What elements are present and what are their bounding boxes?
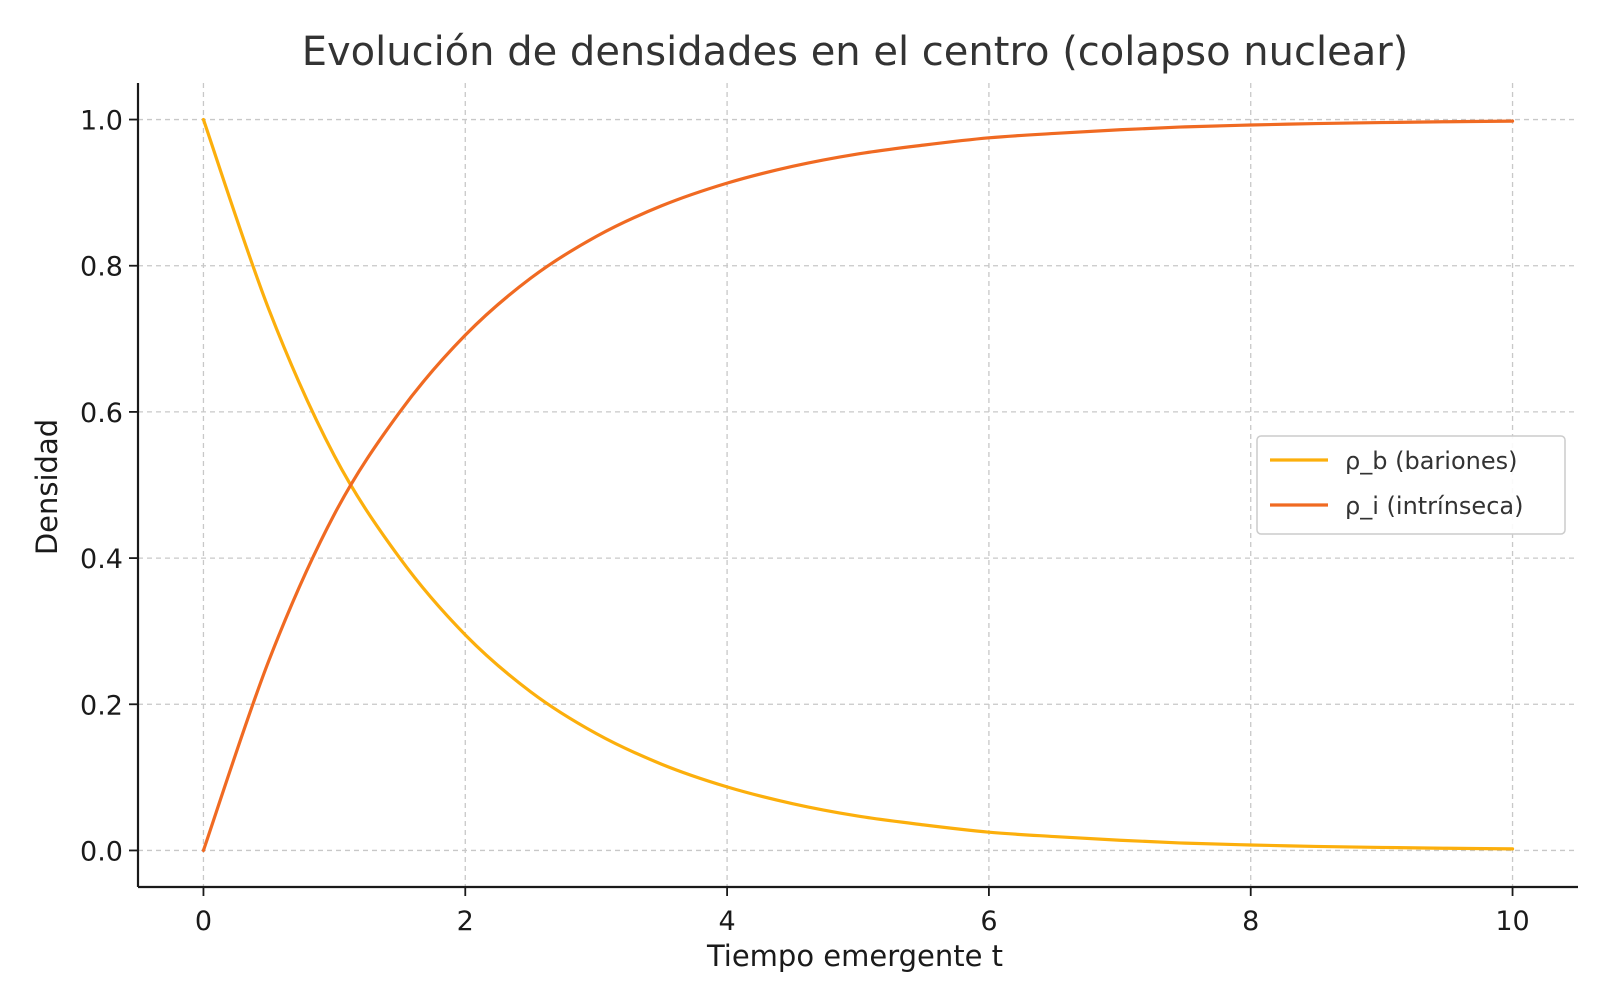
y-tick-label: 0.6 bbox=[80, 398, 123, 429]
x-tick-label: 0 bbox=[195, 906, 212, 937]
grid bbox=[138, 83, 1578, 887]
x-tick-label: 4 bbox=[718, 906, 735, 937]
y-tick-label: 0.0 bbox=[80, 836, 123, 867]
x-tick-label: 6 bbox=[980, 906, 997, 937]
legend-box bbox=[1256, 435, 1566, 535]
ticks: 0 2 4 6 8 10 0.0 0.2 0.4 0.6 0.8 1.0 bbox=[80, 106, 1530, 937]
x-axis-label: Tiempo emergente t bbox=[706, 939, 1003, 973]
legend-label-intrinseca: ρ_i (intrínseca) bbox=[1345, 492, 1523, 520]
axes bbox=[136, 83, 1578, 889]
x-tick-label: 10 bbox=[1495, 906, 1529, 937]
y-tick-label: 1.0 bbox=[80, 106, 123, 137]
y-tick-label: 0.4 bbox=[80, 544, 123, 575]
legend: ρ_b (bariones) ρ_i (intrínseca) bbox=[1256, 435, 1566, 535]
x-tick-label: 2 bbox=[457, 906, 474, 937]
x-tick-label: 8 bbox=[1242, 906, 1259, 937]
series-line-intrinseca bbox=[201, 119, 1515, 853]
legend-label-bariones: ρ_b (bariones) bbox=[1345, 447, 1517, 475]
y-axis-label: Densidad bbox=[30, 419, 64, 555]
series-lines bbox=[201, 117, 1515, 853]
y-tick-label: 0.8 bbox=[80, 252, 123, 283]
chart-title: Evolución de densidades en el centro (co… bbox=[302, 29, 1409, 75]
y-tick-label: 0.2 bbox=[80, 690, 123, 721]
series-line-bariones bbox=[201, 117, 1515, 851]
